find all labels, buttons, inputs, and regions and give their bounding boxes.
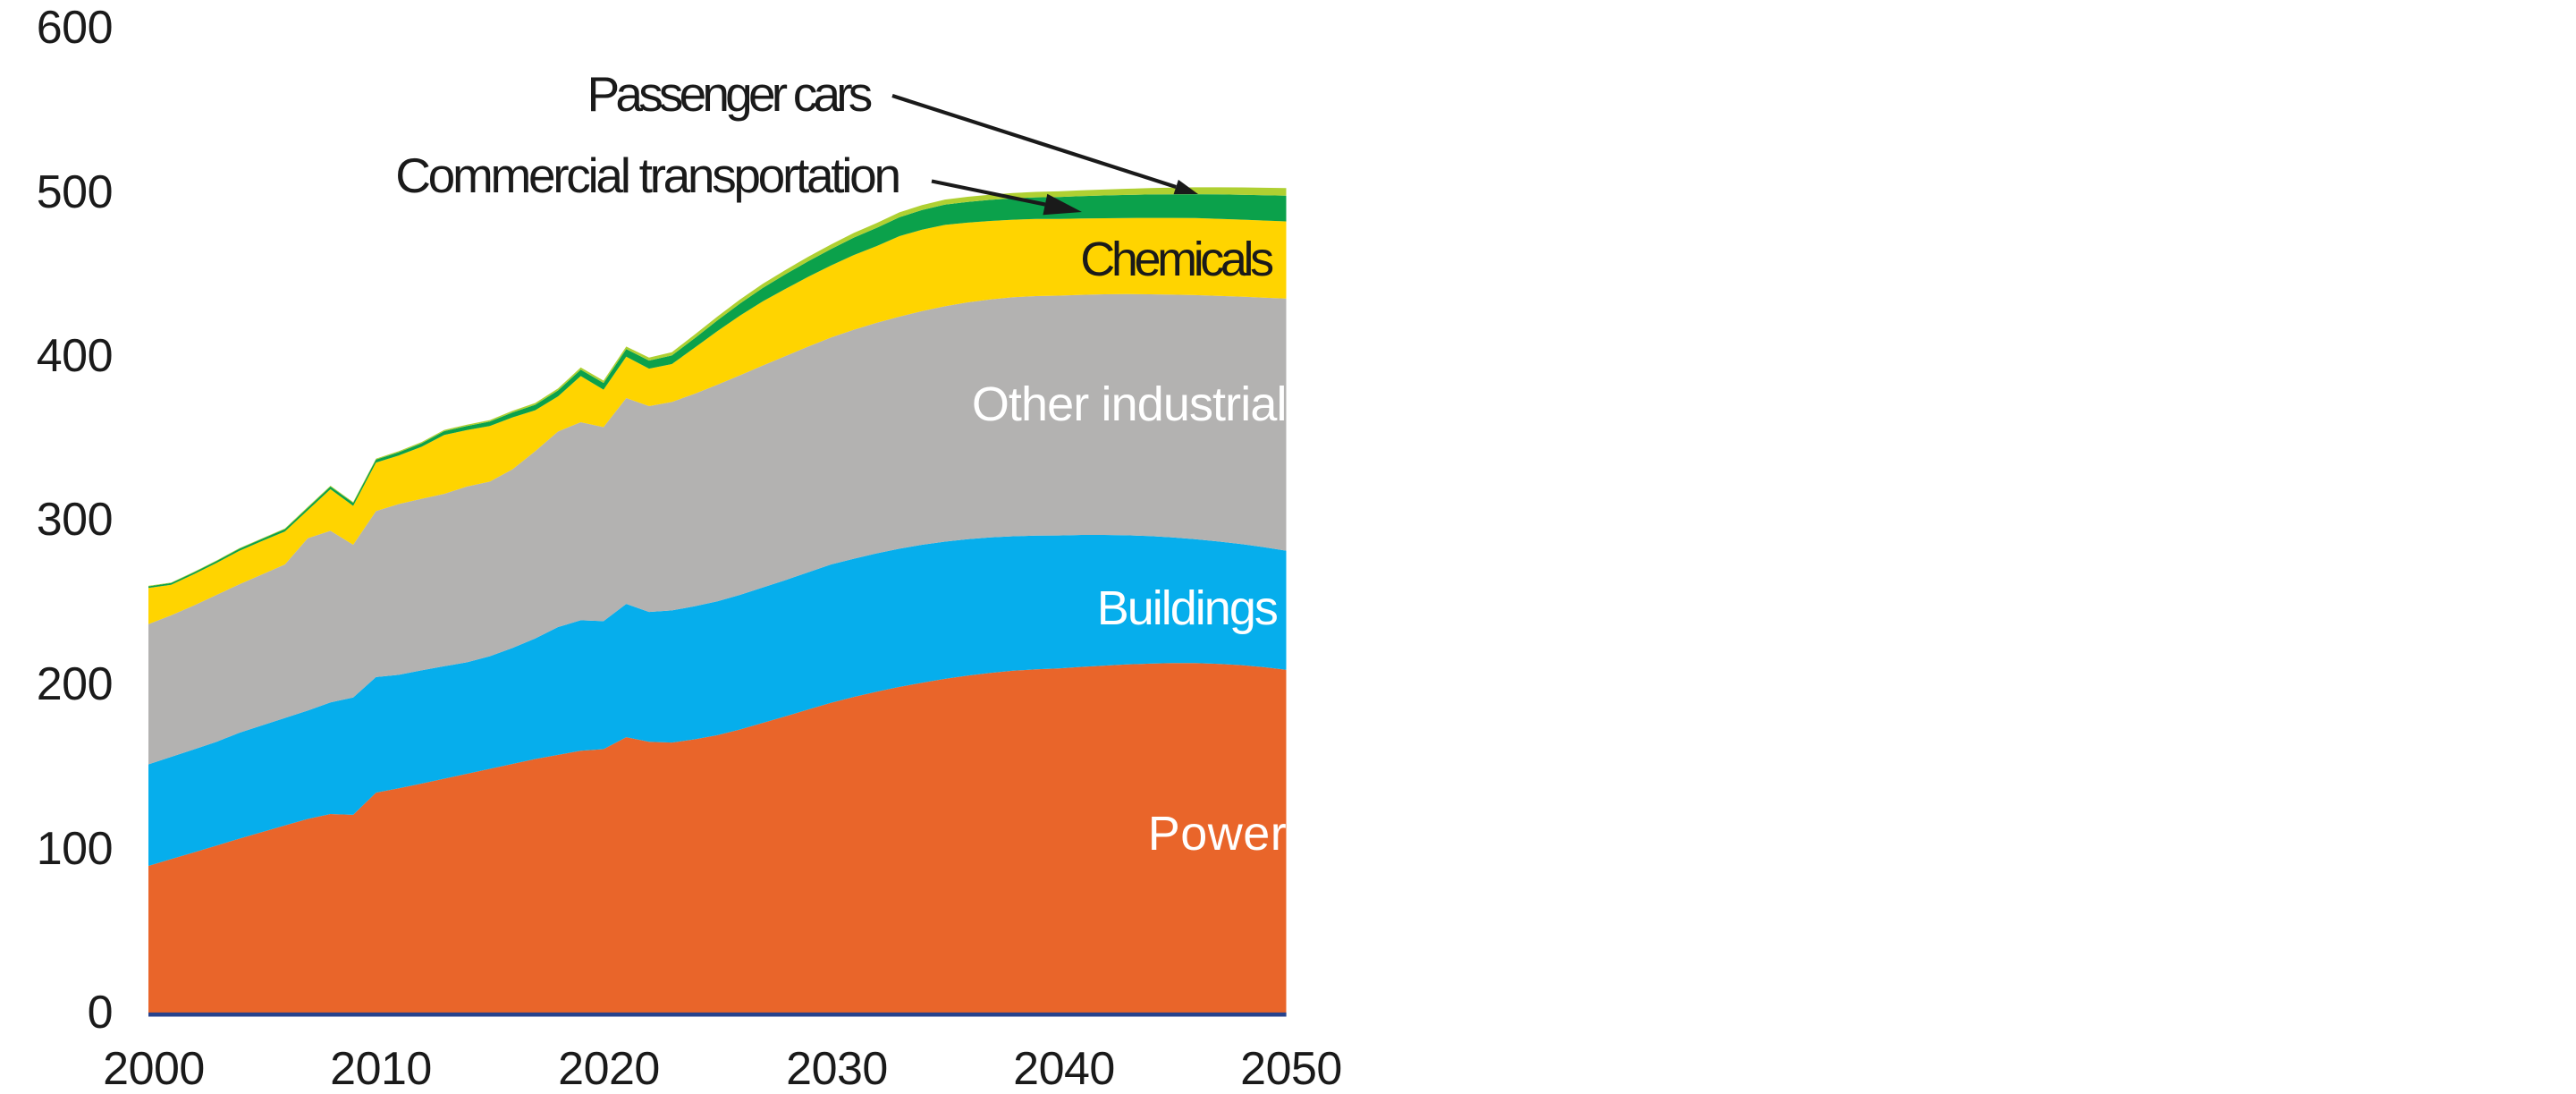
- svg-text:100: 100: [37, 823, 113, 875]
- svg-text:2030: 2030: [786, 1043, 888, 1090]
- svg-text:200: 200: [37, 658, 113, 710]
- svg-text:500: 500: [37, 166, 113, 218]
- svg-text:2040: 2040: [1013, 1043, 1115, 1090]
- svg-text:Buildings: Buildings: [1097, 581, 1278, 635]
- svg-text:300: 300: [37, 494, 113, 546]
- svg-text:2020: 2020: [558, 1043, 660, 1090]
- svg-text:400: 400: [37, 330, 113, 382]
- svg-text:2050: 2050: [1240, 1043, 1342, 1090]
- svg-text:Passenger cars: Passenger cars: [587, 66, 872, 122]
- svg-text:600: 600: [37, 2, 113, 54]
- svg-text:2000: 2000: [103, 1043, 205, 1090]
- svg-text:Power: Power: [1148, 807, 1288, 861]
- svg-text:Chemicals: Chemicals: [1080, 233, 1273, 286]
- svg-text:Commercial transportation: Commercial transportation: [395, 148, 899, 203]
- svg-text:2010: 2010: [330, 1043, 432, 1090]
- svg-text:0: 0: [88, 987, 113, 1039]
- svg-text:Other industrial: Other industrial: [972, 377, 1287, 431]
